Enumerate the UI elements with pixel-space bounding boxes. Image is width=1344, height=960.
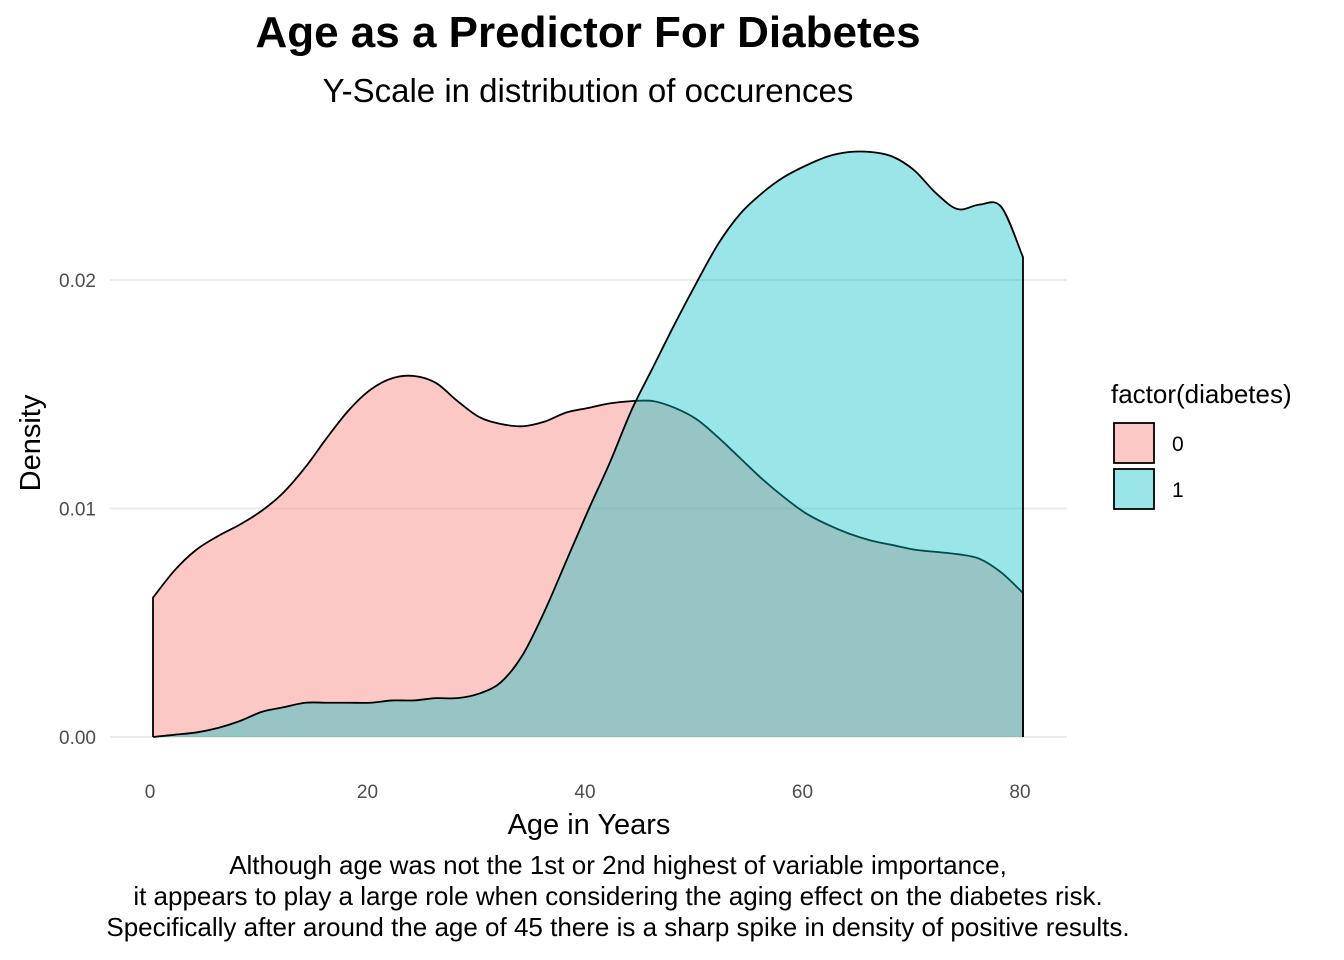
chart-subtitle: Y-Scale in distribution of occurences bbox=[322, 72, 854, 109]
legend-item-1: 1 bbox=[1113, 468, 1184, 510]
density-areas bbox=[152, 150, 1024, 738]
y-tick-label: 0.02 bbox=[59, 271, 96, 292]
y-tick-label: 0.01 bbox=[59, 500, 96, 521]
y-axis-label: Density bbox=[15, 394, 47, 491]
chart-caption: Although age was not the 1st or 2nd high… bbox=[0, 850, 1236, 943]
x-axis-ticks: 0 20 40 60 80 bbox=[145, 782, 1031, 803]
legend-label: 0 bbox=[1172, 433, 1184, 456]
legend-title: factor(diabetes) bbox=[1111, 379, 1292, 409]
caption-line: Specifically after around the age of 45 … bbox=[106, 912, 1130, 942]
density-area-0 bbox=[153, 375, 1023, 737]
legend-key-bg bbox=[1113, 422, 1155, 464]
legend-swatch bbox=[1113, 468, 1155, 510]
x-tick-label: 40 bbox=[574, 782, 595, 803]
x-tick-label: 0 bbox=[145, 782, 156, 803]
legend: factor(diabetes) 0 1 bbox=[1111, 379, 1292, 510]
x-tick-label: 60 bbox=[792, 782, 813, 803]
caption-line: Although age was not the 1st or 2nd high… bbox=[229, 850, 1007, 880]
y-axis-ticks: 0.00 0.01 0.02 bbox=[59, 271, 96, 749]
chart-title: Age as a Predictor For Diabetes bbox=[255, 8, 921, 57]
legend-swatch bbox=[1113, 422, 1155, 464]
x-axis-label: Age in Years bbox=[508, 809, 671, 841]
x-tick-label: 20 bbox=[357, 782, 378, 803]
legend-key-bg bbox=[1113, 468, 1155, 510]
density-line-1 bbox=[152, 150, 1024, 738]
density-area-1 bbox=[153, 151, 1023, 737]
caption-line: it appears to play a large role when con… bbox=[133, 881, 1103, 911]
legend-item-0: 0 bbox=[1113, 422, 1184, 464]
legend-label: 1 bbox=[1172, 479, 1184, 502]
x-tick-label: 80 bbox=[1009, 782, 1030, 803]
density-line-0 bbox=[152, 374, 1024, 737]
y-tick-label: 0.00 bbox=[59, 728, 96, 749]
